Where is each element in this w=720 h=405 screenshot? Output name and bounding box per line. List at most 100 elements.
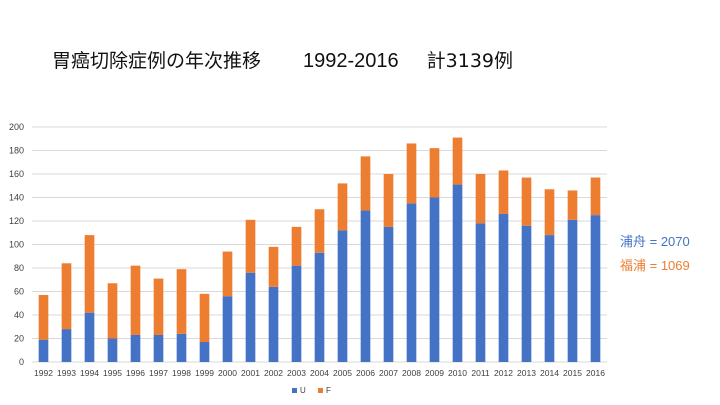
bar-f-1997: [153, 278, 164, 335]
bar-u-2013: [521, 225, 532, 362]
bar-f-2014: [544, 189, 555, 236]
bar-u-2009: [429, 197, 440, 362]
x-tick-label: 2007: [379, 368, 398, 378]
y-tick-label: 180: [9, 146, 24, 156]
y-tick-label: 80: [14, 263, 24, 273]
x-tick-label: 1992: [34, 368, 53, 378]
x-tick-label: 2003: [287, 368, 306, 378]
bar-f-2002: [268, 246, 279, 287]
y-tick-label: 0: [19, 357, 24, 367]
bar-f-2005: [337, 183, 348, 231]
bar-f-2010: [452, 137, 463, 185]
bar-f-2004: [314, 209, 325, 253]
bar-f-2001: [245, 219, 256, 273]
fukuura-total-label: 福浦 = 1069: [620, 258, 690, 273]
legend-label-u: U: [300, 386, 306, 395]
bar-u-2012: [498, 213, 509, 362]
bar-u-1998: [176, 333, 187, 362]
title-main: 胃癌切除症例の年次推移: [52, 50, 262, 72]
x-tick-label: 2006: [356, 368, 375, 378]
x-tick-label: 1995: [103, 368, 122, 378]
bar-u-2003: [291, 265, 302, 362]
bar-u-1999: [199, 342, 210, 362]
bar-f-1995: [107, 283, 118, 339]
bar-f-2009: [429, 148, 440, 198]
legend-label-f: F: [326, 386, 331, 395]
bar-u-2008: [406, 203, 417, 362]
title-total-cases: 計3139例: [426, 50, 514, 72]
bar-u-2016: [590, 215, 601, 362]
bar-u-2011: [475, 223, 486, 362]
bar-u-2015: [567, 219, 578, 362]
slide-title: 胃癌切除症例の年次推移 1992-2016 計3139例: [52, 46, 513, 73]
legend-swatch-u: [292, 388, 297, 393]
x-tick-label: 1997: [149, 368, 168, 378]
bars: [38, 137, 601, 362]
y-tick-label: 40: [14, 310, 24, 320]
bar-u-2010: [452, 184, 463, 362]
bar-f-1992: [38, 295, 49, 340]
x-tick-label: 2004: [310, 368, 329, 378]
bar-f-1998: [176, 269, 187, 334]
bar-u-1996: [130, 334, 141, 362]
bar-f-2003: [291, 226, 302, 266]
bar-f-2011: [475, 174, 486, 224]
x-tick-label: 1999: [195, 368, 214, 378]
x-tick-label: 2009: [425, 368, 444, 378]
x-axis-ticks: 1992 1993 1994 1995 1996 1997 1998 1999 2000 2001…: [34, 368, 605, 378]
bar-u-1997: [153, 334, 164, 362]
bar-f-2012: [498, 170, 509, 214]
bar-f-1996: [130, 265, 141, 335]
bar-u-2001: [245, 272, 256, 362]
bar-u-2007: [383, 226, 394, 362]
urayasu-total-label: 浦舟 = 2070: [620, 234, 690, 249]
bar-f-2006: [360, 156, 371, 211]
legend-swatch-f: [318, 388, 323, 393]
bar-u-2014: [544, 235, 555, 362]
x-tick-label: 2013: [517, 368, 536, 378]
title-year-range: 1992-2016: [303, 50, 399, 72]
bar-f-2015: [567, 190, 578, 220]
bar-u-2005: [337, 230, 348, 362]
bar-f-2000: [222, 251, 233, 297]
bar-f-1994: [84, 235, 95, 313]
bar-f-2007: [383, 174, 394, 227]
y-tick-label: 120: [9, 216, 24, 226]
x-tick-label: 2016: [586, 368, 605, 378]
x-tick-label: 1998: [172, 368, 191, 378]
bar-f-1993: [61, 263, 72, 330]
bar-f-2016: [590, 177, 601, 216]
y-tick-label: 20: [14, 334, 24, 344]
bar-u-1995: [107, 338, 118, 362]
x-tick-label: 2001: [241, 368, 260, 378]
bar-u-2000: [222, 296, 233, 362]
x-tick-label: 2000: [218, 368, 237, 378]
x-tick-label: 2014: [540, 368, 559, 378]
x-tick-label: 1993: [57, 368, 76, 378]
x-tick-label: 2008: [402, 368, 421, 378]
y-tick-label: 60: [14, 287, 24, 297]
bar-f-2013: [521, 177, 532, 226]
y-tick-label: 100: [9, 240, 24, 250]
x-tick-label: 2005: [333, 368, 352, 378]
x-tick-label: 2015: [563, 368, 582, 378]
y-tick-label: 160: [9, 169, 24, 179]
x-tick-label: 2012: [494, 368, 513, 378]
x-tick-label: 2011: [471, 368, 490, 378]
x-tick-label: 2002: [264, 368, 283, 378]
bar-u-1992: [38, 339, 49, 362]
y-axis-ticks: 0 20 40 60 80 100 120 140 160 180 200: [9, 122, 24, 367]
bar-u-1994: [84, 312, 95, 362]
y-tick-label: 200: [9, 122, 24, 132]
bar-u-1993: [61, 329, 72, 362]
y-tick-label: 140: [9, 193, 24, 203]
bar-u-2002: [268, 286, 279, 362]
x-tick-label: 2010: [448, 368, 467, 378]
x-tick-label: 1994: [80, 368, 99, 378]
x-tick-label: 1996: [126, 368, 145, 378]
bar-f-2008: [406, 143, 417, 204]
bar-u-2004: [314, 252, 325, 362]
bar-f-1999: [199, 293, 210, 343]
